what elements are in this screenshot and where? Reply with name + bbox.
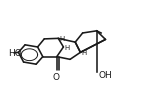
Text: H: H <box>59 36 64 42</box>
Text: OH: OH <box>98 71 112 80</box>
Text: H: H <box>64 45 69 51</box>
Text: O: O <box>53 73 60 82</box>
Text: H: H <box>82 50 87 56</box>
Text: HO: HO <box>8 49 22 58</box>
